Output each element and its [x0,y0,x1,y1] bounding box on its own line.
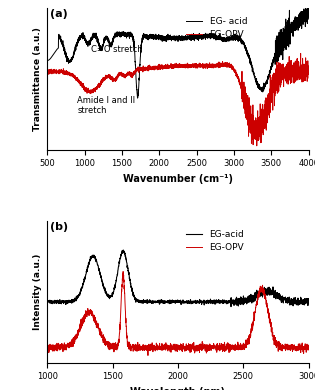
EG-OPV [307,67,311,72]
EG-OPV [251,319,255,324]
Text: (a): (a) [50,9,68,19]
EG-acid [59,300,62,304]
EG- acid [201,33,204,37]
EG- acid [45,58,49,63]
EG-OPV [307,346,311,350]
EG- acid [100,45,104,50]
EG-acid [173,300,176,305]
EG-OPV [211,64,215,69]
EG-acid [229,304,233,309]
Legend: EG-acid, EG-OPV: EG-acid, EG-OPV [182,227,248,255]
X-axis label: Wavelength (nm): Wavelength (nm) [130,387,226,390]
EG-acid [45,299,49,303]
X-axis label: Wavenumber (cm⁻¹): Wavenumber (cm⁻¹) [123,174,233,184]
EG-acid [300,299,303,303]
Y-axis label: Intensity (a.u.): Intensity (a.u.) [33,254,42,330]
Text: Amide I and II
stretch: Amide I and II stretch [77,96,135,115]
EG-OPV [166,345,169,349]
EG- acid [306,4,310,9]
EG-OPV [59,344,62,348]
EG-acid [307,298,311,303]
EG-OPV [200,64,204,69]
EG- acid [307,12,311,16]
EG-OPV [146,353,150,358]
EG-acid [166,298,169,303]
EG-OPV [169,65,173,70]
EG-OPV [173,342,176,347]
EG-OPV [100,81,104,85]
EG-OPV [255,144,259,148]
EG-OPV [299,344,303,348]
Text: C=O stretch: C=O stretch [91,45,142,55]
EG-OPV [45,344,49,348]
EG-OPV [140,66,144,71]
EG-OPV [45,68,49,73]
Line: EG-OPV: EG-OPV [47,271,309,355]
Y-axis label: Transmittance (a.u.): Transmittance (a.u.) [33,27,42,131]
Line: EG-acid: EG-acid [47,250,309,307]
EG-acid [251,295,255,300]
EG- acid [140,39,144,43]
EG-OPV [299,51,302,56]
EG- acid [136,96,140,100]
EG- acid [212,35,215,39]
EG-acid [121,248,125,253]
EG- acid [169,35,173,40]
EG-acid [299,300,303,305]
EG- acid [287,30,290,35]
Legend: EG- acid, EG-OPV: EG- acid, EG-OPV [182,14,251,43]
Text: (b): (b) [50,222,68,232]
EG-OPV [121,269,125,274]
EG-OPV [300,346,303,351]
Line: EG-OPV: EG-OPV [47,53,309,146]
EG-OPV [287,60,290,65]
Line: EG- acid: EG- acid [47,6,309,98]
